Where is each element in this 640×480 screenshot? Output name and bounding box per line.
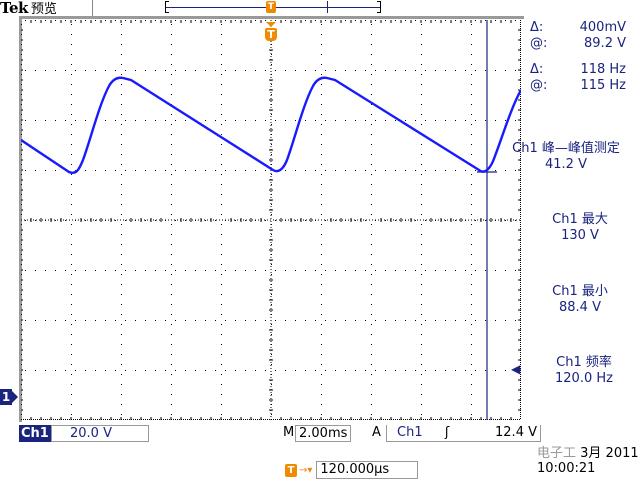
measurement-peak-to-peak: Ch1 峰—峰值测定 41.2 V xyxy=(496,141,636,173)
ch1-scale-readout[interactable]: Ch1 20.0 V xyxy=(19,425,149,442)
trigger-position-arrow-icon xyxy=(266,22,276,27)
time-at-value: 115 Hz xyxy=(580,78,626,93)
amp-at-value: 89.2 V xyxy=(584,36,626,51)
delta-icon: Δ: xyxy=(530,62,544,77)
delta-icon: Δ: xyxy=(530,20,544,35)
measurement-label: Ch1 频率 xyxy=(556,355,612,370)
time-delta-value: 118 Hz xyxy=(580,62,626,77)
trigger-position-marker[interactable]: T xyxy=(262,22,280,42)
measurement-label: Ch1 峰—峰值测定 xyxy=(512,141,620,156)
rising-edge-icon: ʃ xyxy=(444,425,450,440)
trigger-t-icon: T xyxy=(285,463,297,477)
ch1-tag: Ch1 xyxy=(19,425,51,442)
graticule-grid xyxy=(21,20,521,420)
trigger-t-icon: T xyxy=(265,28,277,41)
date-time: 电子工 3月 2011 10:00:21 xyxy=(537,446,640,476)
cursor-readout: Δ: 400mV @: 89.2 V Δ: 118 Hz @: 115 Hz xyxy=(530,20,640,94)
watermark: 电子工 xyxy=(537,446,577,461)
measurement-max: Ch1 最大 130 V xyxy=(510,212,640,244)
trigger-level-arrow-icon[interactable]: ◀ xyxy=(511,362,521,376)
trigger-offset-readout[interactable]: T →▾ 120.000µs xyxy=(285,461,419,479)
time-at-row: @: 115 Hz xyxy=(530,78,640,94)
trigger-readout[interactable]: A Ch1 ʃ 12.4 V xyxy=(370,425,541,442)
measurement-value: 88.4 V xyxy=(559,300,601,315)
ch1-volts-per-div: 20.0 V xyxy=(51,425,149,442)
timebase-prefix: M xyxy=(283,425,295,440)
date: 3月 2011 xyxy=(580,446,639,461)
time-delta-row: Δ: 118 Hz xyxy=(530,62,640,78)
acquisition-mode-label: 预览 xyxy=(30,2,57,17)
trigger-source: Ch1 xyxy=(397,425,423,440)
amp-at-row: @: 89.2 V xyxy=(530,36,640,52)
acquisition-mode: A xyxy=(372,425,381,440)
timebase-readout[interactable]: M 2.00ms xyxy=(283,425,352,442)
graticule-frame-top xyxy=(19,16,524,19)
header-divider xyxy=(92,0,93,16)
ch1-ground-marker[interactable]: 1 xyxy=(0,389,18,405)
ch1-waveform xyxy=(21,76,521,174)
record-right-bracket xyxy=(377,1,381,13)
record-trigger-icon: T xyxy=(266,1,276,13)
date-line: 电子工 3月 2011 xyxy=(537,446,640,461)
graticule-frame-left xyxy=(19,16,22,422)
trigger-level: 12.4 V xyxy=(495,425,537,440)
brand-label: Tek 预览 xyxy=(0,0,57,17)
arrow-right-down-icon: →▾ xyxy=(299,464,313,476)
at-icon: @: xyxy=(530,36,548,51)
at-icon: @: xyxy=(530,78,548,93)
waveform-display[interactable] xyxy=(21,20,521,420)
brand-name: Tek xyxy=(0,0,28,17)
record-left-bracket xyxy=(165,1,169,13)
amp-delta-row: Δ: 400mV xyxy=(530,20,640,36)
measurement-min: Ch1 最小 88.4 V xyxy=(510,284,640,316)
measurement-label: Ch1 最大 xyxy=(552,212,608,227)
measurement-value: 41.2 V xyxy=(545,157,587,172)
measurement-label: Ch1 最小 xyxy=(552,284,608,299)
timebase-value: 2.00ms xyxy=(295,425,352,442)
ch1-marker-arrow-icon xyxy=(12,391,18,403)
trigger-offset-value: 120.000µs xyxy=(316,461,419,479)
measurement-value: 130 V xyxy=(561,228,599,243)
ch1-marker-label: 1 xyxy=(0,389,12,405)
measurement-value: 120.0 Hz xyxy=(555,371,613,386)
record-view-marker xyxy=(327,1,328,13)
amp-delta-value: 400mV xyxy=(579,20,626,35)
time: 10:00:21 xyxy=(537,461,596,476)
measurement-frequency: Ch1 频率 120.0 Hz xyxy=(514,355,640,387)
